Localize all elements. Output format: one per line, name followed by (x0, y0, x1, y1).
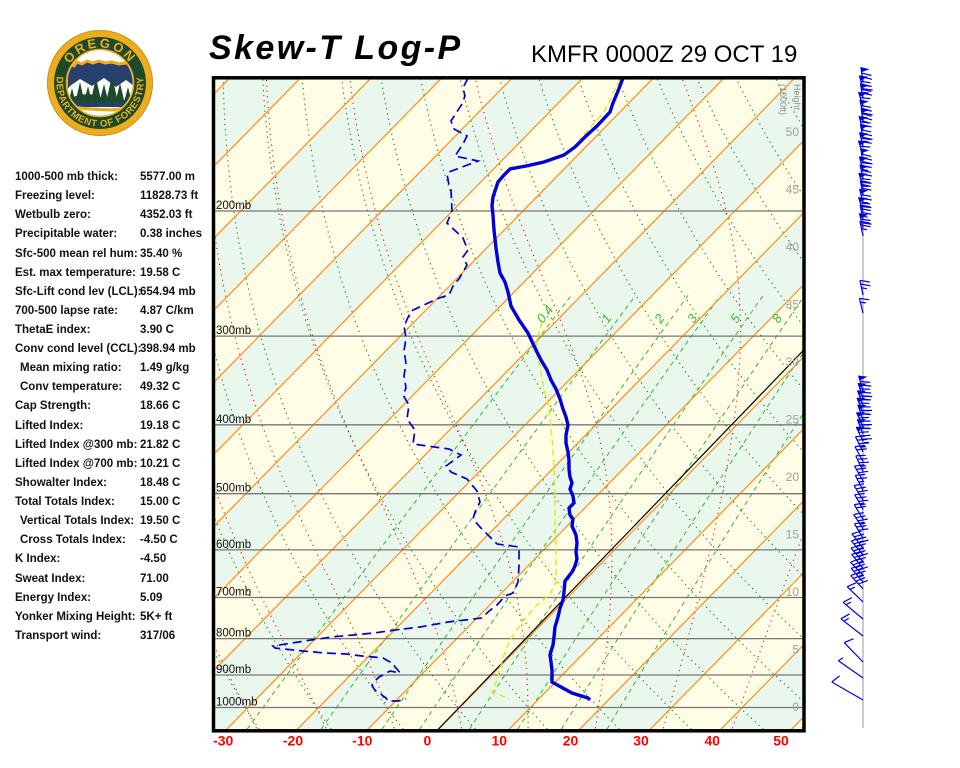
svg-text:-30: -30 (213, 733, 233, 749)
svg-text:700mb: 700mb (216, 587, 251, 599)
svg-text:40: 40 (705, 733, 721, 749)
svg-text:300mb: 300mb (216, 325, 251, 337)
svg-text:0: 0 (424, 733, 432, 749)
svg-text:40: 40 (786, 240, 800, 254)
svg-text:20: 20 (563, 733, 579, 749)
svg-text:35: 35 (786, 298, 800, 312)
svg-text:50: 50 (786, 125, 800, 139)
svg-text:600mb: 600mb (216, 539, 251, 551)
svg-text:30: 30 (633, 733, 649, 749)
svg-text:50: 50 (773, 733, 789, 749)
svg-text:10: 10 (492, 733, 508, 749)
svg-text:500mb: 500mb (216, 483, 251, 495)
svg-text:0: 0 (792, 700, 799, 714)
svg-text:1000mb: 1000mb (216, 697, 258, 709)
svg-text:200mb: 200mb (216, 200, 251, 212)
svg-text:15: 15 (786, 528, 800, 542)
svg-text:-10: -10 (352, 733, 372, 749)
svg-text:5: 5 (792, 643, 799, 657)
svg-text:(1000ft): (1000ft) (778, 84, 788, 115)
svg-text:45: 45 (786, 183, 800, 197)
svg-text:10: 10 (786, 585, 800, 599)
svg-text:20: 20 (786, 470, 800, 484)
svg-text:30: 30 (786, 355, 800, 369)
svg-text:25: 25 (786, 413, 800, 427)
svg-text:-20: -20 (283, 733, 303, 749)
svg-text:900mb: 900mb (216, 664, 251, 676)
svg-text:400mb: 400mb (216, 414, 251, 426)
svg-text:Height: Height (792, 84, 802, 111)
svg-text:800mb: 800mb (216, 628, 251, 640)
